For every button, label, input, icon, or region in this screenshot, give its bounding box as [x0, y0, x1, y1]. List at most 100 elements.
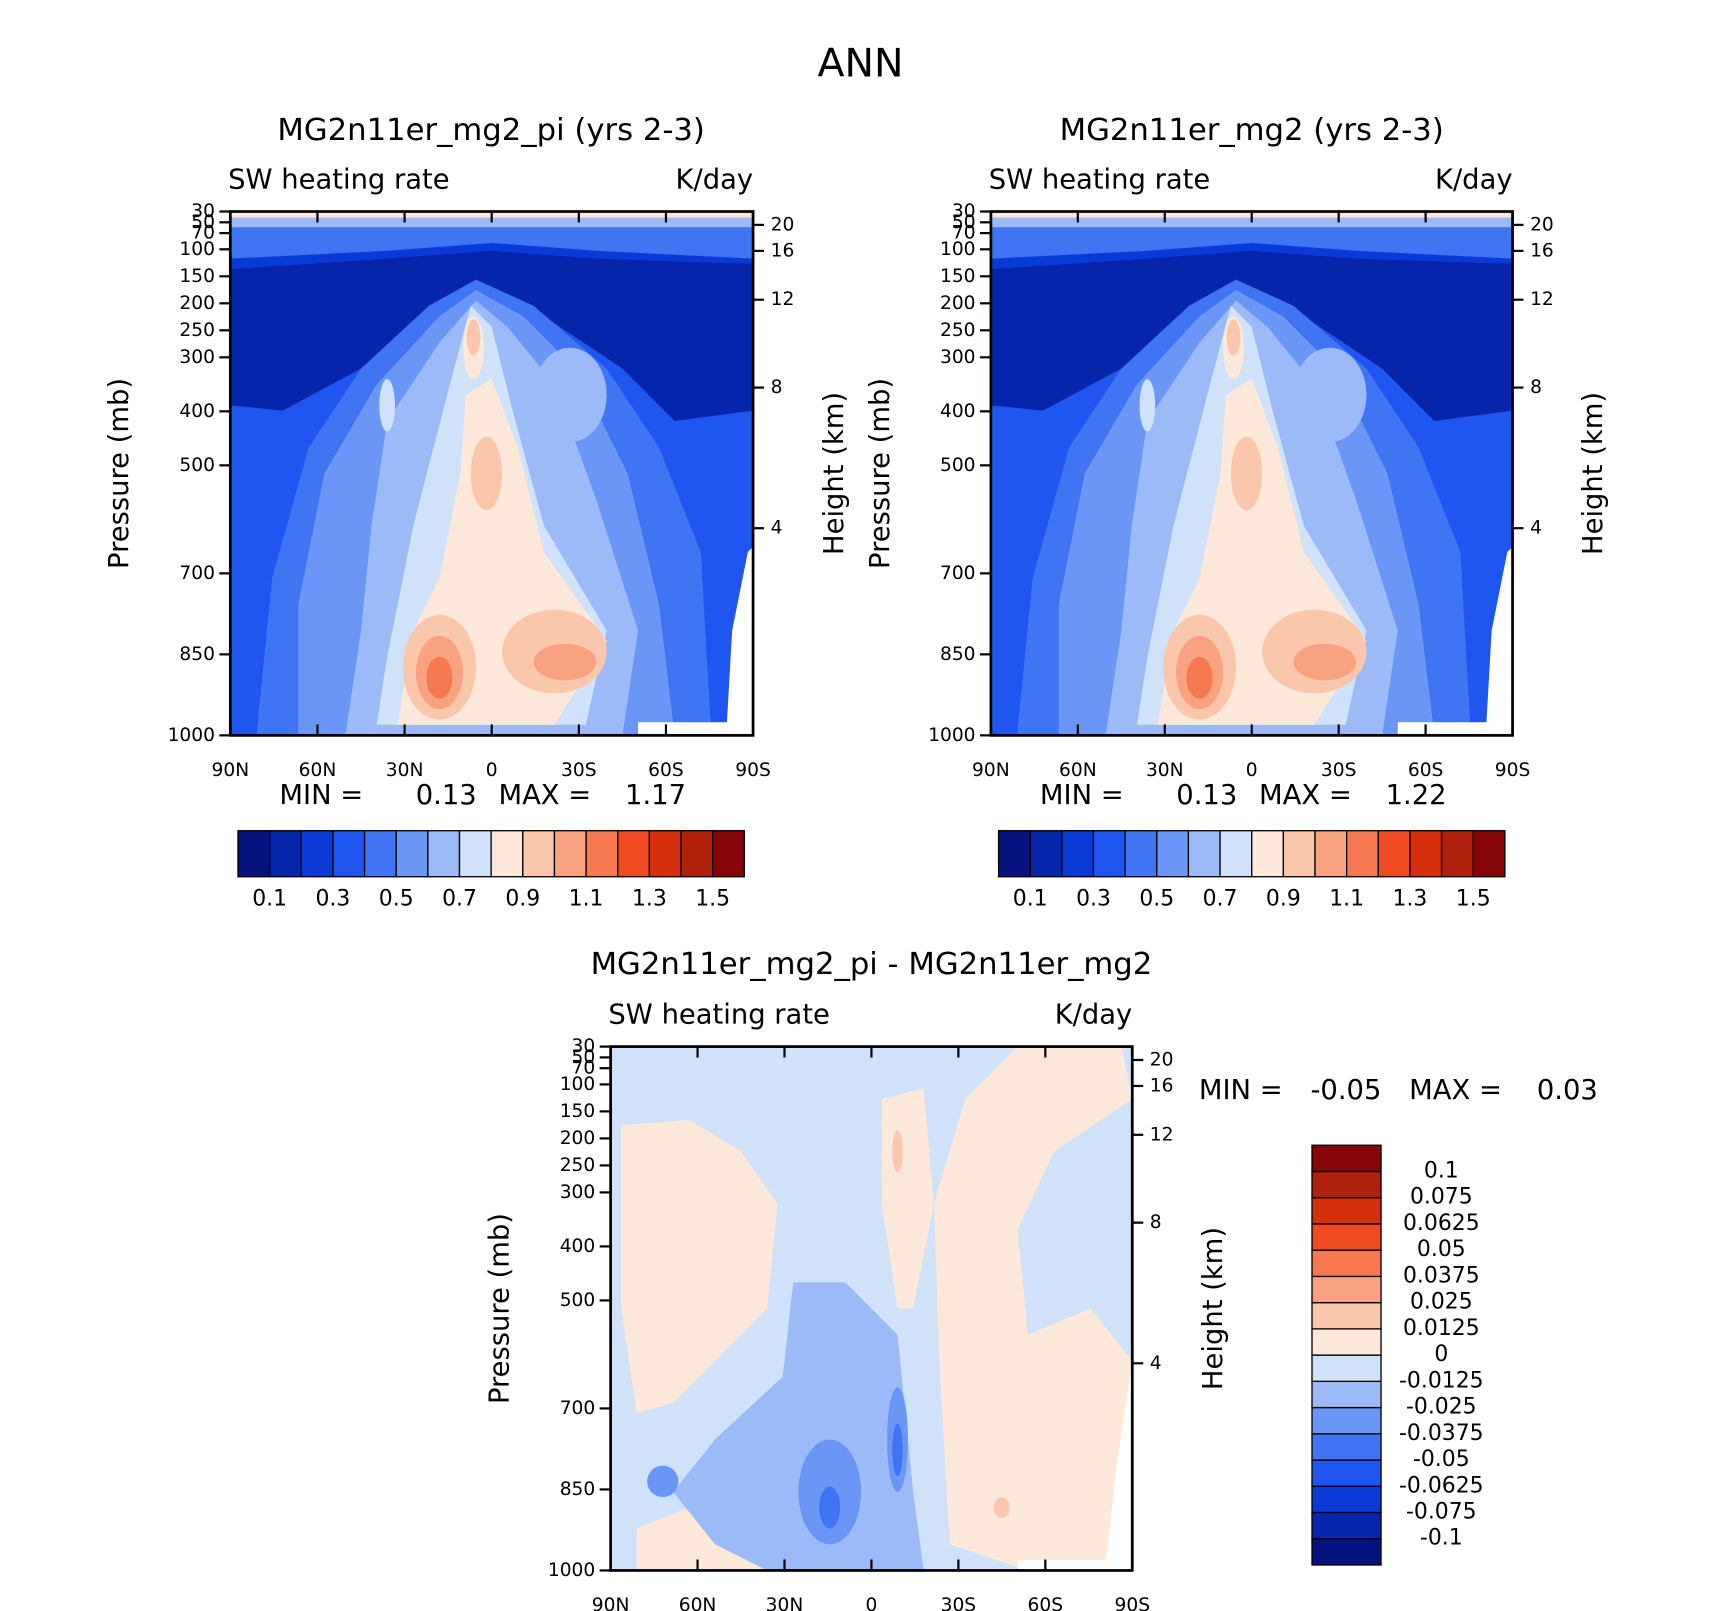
colorbar-label: 0.075	[1410, 1185, 1473, 1210]
x-tick-label: 90S	[735, 760, 771, 781]
y-tick-label: 70	[572, 1058, 596, 1079]
colorbar-box	[1156, 830, 1190, 878]
y-tick-label: 100	[179, 239, 215, 260]
y-tick-label: 70	[191, 223, 215, 244]
x-tick-label: 30S	[941, 1595, 977, 1611]
colorbar-box	[648, 830, 682, 878]
contour-region	[892, 1423, 903, 1477]
contour-region	[1397, 546, 1513, 736]
min-value: 0.13	[1176, 780, 1237, 811]
contour-field	[990, 211, 1513, 736]
contour-region	[470, 436, 503, 511]
y2-tick-label: 8	[1530, 377, 1542, 398]
left-string: SW heating rate	[989, 164, 1211, 195]
colorbar-label: 0.3	[1076, 887, 1111, 912]
figure-title: ANN	[817, 40, 903, 86]
contour-field	[230, 211, 754, 736]
contour-region	[934, 1046, 1133, 1571]
x-tick-label: 60N	[679, 1595, 717, 1611]
colorbar-box	[1314, 830, 1348, 878]
contour-region	[1226, 318, 1241, 356]
y-tick-label: 400	[940, 401, 976, 422]
colorbar-box	[427, 830, 461, 878]
y-tick-label: 1000	[928, 725, 975, 746]
colorbar-label: 0.0625	[1403, 1211, 1480, 1236]
y2-tick-label: 16	[1530, 240, 1554, 261]
x-tick-label: 0	[866, 1595, 878, 1611]
colorbar-label: 0.9	[1266, 887, 1301, 912]
contour-region	[1186, 656, 1213, 699]
right-string: K/day	[676, 164, 754, 195]
colorbar-label: 1.3	[632, 887, 667, 912]
colorbar-box	[1311, 1406, 1382, 1435]
x-tick-label: 90N	[212, 760, 250, 781]
colorbar-box	[1311, 1511, 1382, 1540]
colorbar-label: -0.0375	[1399, 1421, 1484, 1446]
chart-title: MG2n11er_mg2 (yrs 2-3)	[1060, 113, 1444, 148]
x-tick-label: 30N	[386, 760, 424, 781]
chart-title: MG2n11er_mg2_pi (yrs 2-3)	[277, 113, 705, 148]
colorbar-label: -0.075	[1406, 1500, 1477, 1525]
colorbar-label: 0.0125	[1403, 1316, 1480, 1341]
y-tick-label: 1000	[168, 725, 215, 746]
colorbar-box	[395, 830, 429, 878]
colorbar-box	[585, 830, 619, 878]
right-string: K/day	[1055, 999, 1133, 1030]
min-label: MIN =	[1040, 780, 1124, 811]
left-string: SW heating rate	[228, 164, 449, 195]
min-value: 0.13	[416, 780, 477, 811]
y-tick-label: 150	[940, 266, 976, 287]
contour-region	[990, 217, 1513, 228]
y-tick-label: 150	[560, 1101, 596, 1122]
contour-region	[819, 1486, 841, 1529]
y2-tick-label: 16	[1150, 1075, 1174, 1096]
x-tick-label: 30N	[1146, 760, 1184, 781]
y-tick-label: 700	[179, 563, 215, 584]
y2-tick-label: 4	[1530, 518, 1542, 539]
y-tick-label: 300	[179, 347, 215, 368]
colorbar-label: 0	[1434, 1342, 1448, 1367]
x-tick-label: 60N	[1059, 760, 1097, 781]
contour-region	[892, 1130, 903, 1173]
colorbar-label: 1.5	[695, 887, 730, 912]
x-tick-label: 30N	[766, 1595, 804, 1611]
colorbar-box	[268, 830, 302, 878]
x-tick-label: 0	[1246, 760, 1258, 781]
y-tick-label: 50	[952, 212, 976, 233]
y2-tick-label: 20	[1150, 1049, 1174, 1070]
colorbar-label: -0.025	[1406, 1395, 1477, 1420]
x-tick-label: 60N	[299, 760, 337, 781]
y-tick-label: 200	[179, 293, 215, 314]
colorbar-label: -0.1	[1420, 1526, 1463, 1551]
y-axis-label: Pressure (mb)	[485, 1213, 516, 1404]
y2-tick-label: 12	[1150, 1124, 1174, 1145]
colorbar-box	[1345, 830, 1379, 878]
contour-region	[638, 546, 754, 736]
y-tick-label: 100	[560, 1074, 596, 1095]
y2-tick-label: 16	[771, 240, 795, 261]
colorbar-box	[1029, 830, 1063, 878]
colorbar-box	[1311, 1328, 1382, 1356]
colorbar-label: 0.1	[1013, 887, 1048, 912]
x-tick-label: 90N	[592, 1595, 630, 1611]
contour-region	[621, 1119, 778, 1414]
colorbar-box	[1124, 830, 1158, 878]
contour-region	[673, 1282, 924, 1571]
colorbar-box	[1311, 1223, 1382, 1251]
colorbar-label: -0.0625	[1399, 1473, 1484, 1498]
y-tick-label: 1000	[548, 1560, 595, 1581]
colorbar-label: 0.5	[1139, 887, 1174, 912]
y-tick-label: 70	[952, 223, 976, 244]
contour-region	[1293, 347, 1367, 443]
x-tick-label: 90N	[972, 760, 1010, 781]
chart-title: MG2n11er_mg2_pi - MG2n11er_mg2	[591, 947, 1153, 982]
y2-axis-label: Height (km)	[1198, 1227, 1229, 1390]
colorbar-box	[1311, 1485, 1382, 1514]
colorbar-label: -0.05	[1413, 1447, 1470, 1472]
y-tick-label: 250	[560, 1155, 596, 1176]
y-tick-label: 500	[940, 455, 976, 476]
y2-tick-label: 12	[771, 289, 795, 310]
max-label: MAX =	[498, 780, 591, 811]
contour-region	[994, 1497, 1010, 1519]
